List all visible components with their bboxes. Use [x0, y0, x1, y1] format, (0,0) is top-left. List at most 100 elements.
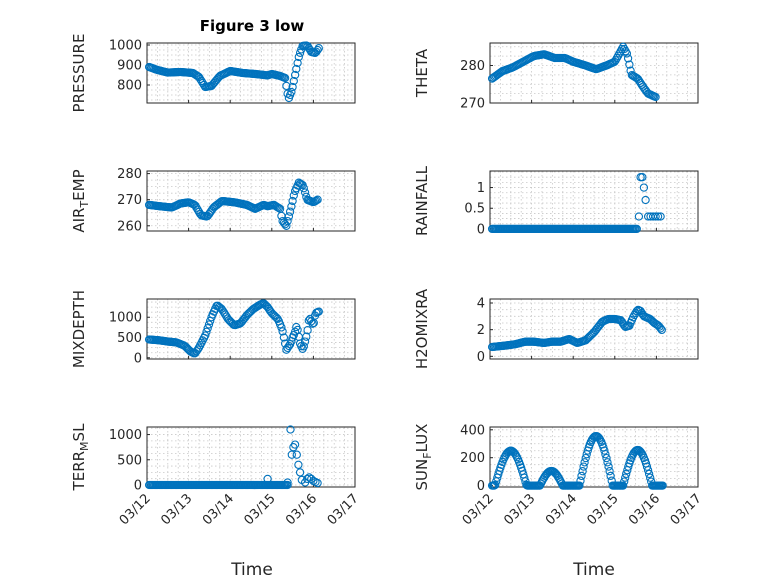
series-markers: [144, 425, 322, 490]
data-point: [313, 195, 322, 204]
y-tick-label: 500: [117, 331, 142, 346]
data-point: [651, 92, 660, 102]
data-point: [293, 58, 302, 68]
data-point: [604, 462, 613, 471]
y-tick-label: 1000: [109, 311, 142, 326]
data-point: [282, 81, 291, 91]
data-point: [634, 212, 644, 221]
series-markers: [487, 431, 667, 490]
data-point: [603, 458, 612, 467]
x-tick-label: 03/12: [117, 491, 154, 528]
data-point: [193, 345, 202, 354]
data-point: [625, 60, 634, 69]
data-point: [576, 476, 585, 485]
data-point: [295, 468, 305, 477]
y-axis-label-7: SUNFLUX: [413, 424, 434, 491]
x-tick-label: 03/15: [242, 491, 279, 528]
data-point: [193, 205, 202, 214]
data-point: [638, 173, 647, 182]
data-point: [651, 212, 660, 221]
data-point: [287, 202, 296, 211]
x-tick-label: 03/13: [158, 491, 195, 528]
data-point: [308, 319, 317, 328]
y-tick-label: 0: [134, 351, 142, 366]
subplot-pressure: 800 900 1000 PRESSURE: [70, 34, 356, 112]
subplot-terr-msl: 0 500 1000 03/12 03/13 03/14 03/15 03/16 03/17 TE…: [70, 423, 362, 528]
y-axis-label-1: THETA: [413, 48, 431, 98]
data-point: [579, 462, 588, 471]
series-markers: [487, 42, 660, 102]
y-tick-label: 1000: [109, 39, 142, 54]
data-point: [290, 70, 300, 80]
y-axis-label-3: RAINFALL: [413, 165, 431, 236]
y-axis-label-4: MIXDEPTH: [70, 290, 88, 368]
data-point: [292, 64, 301, 74]
x-tick-label: 03/16: [283, 491, 320, 528]
data-point: [632, 224, 641, 234]
plot-area: [489, 42, 699, 104]
data-point: [626, 66, 635, 75]
data-point: [577, 471, 586, 481]
x-tick-label: 03/14: [543, 491, 580, 528]
data-point: [288, 196, 297, 206]
data-point: [658, 481, 667, 490]
data-point: [618, 42, 628, 51]
plot-frame: [146, 170, 356, 232]
figure-title: Figure 3 low: [200, 17, 305, 35]
data-point: [490, 481, 499, 490]
data-point: [292, 450, 301, 459]
y-tick-label: 400: [460, 423, 485, 438]
data-point: [641, 195, 650, 205]
data-point: [300, 337, 310, 346]
data-point: [620, 477, 629, 486]
plot-frame: [146, 298, 356, 360]
data-point: [600, 446, 609, 455]
data-point: [642, 462, 652, 471]
data-point: [602, 453, 611, 463]
x-axis-label-right: Time: [572, 560, 615, 580]
data-point: [580, 458, 589, 467]
data-point: [192, 203, 201, 212]
y-tick-label: 1: [477, 181, 485, 196]
data-point: [283, 480, 292, 490]
data-point: [601, 450, 610, 459]
y-tick-label: 800: [117, 79, 142, 94]
subplot-rainfall: 0 0.5 1 RAINFALL: [413, 165, 699, 237]
plot-frame: [146, 42, 356, 104]
data-point: [204, 320, 214, 329]
data-point: [643, 466, 653, 475]
y-axis-label-6: TERRMSL: [70, 423, 91, 492]
plot-frame: [489, 42, 699, 104]
data-point: [313, 45, 322, 55]
subplot-air-temp: 260 270 280 AIRTEMP: [70, 167, 356, 234]
subplot-h2omixra: 0 2 4 H2OMIXRA: [413, 288, 699, 369]
data-point: [263, 474, 272, 484]
data-point: [286, 425, 295, 434]
x-tick-label: 03/17: [668, 491, 705, 528]
y-tick-label: 4: [477, 297, 485, 312]
data-point: [283, 478, 292, 487]
y-tick-label: 260: [117, 219, 142, 234]
series-markers: [144, 299, 323, 358]
data-point: [581, 453, 590, 463]
series-markers: [144, 41, 323, 103]
data-point: [219, 308, 229, 317]
y-tick-label: 0: [477, 350, 485, 365]
data-point: [639, 183, 649, 192]
series-markers: [144, 178, 322, 230]
y-tick-label: 2: [477, 323, 485, 338]
subplot-mixdepth: 0 500 1000 MIXDEPTH: [70, 290, 356, 368]
data-point: [313, 478, 322, 488]
data-point: [284, 341, 294, 351]
y-tick-label: 900: [117, 59, 142, 74]
data-point: [282, 221, 291, 230]
subplot-sun-flux: 0 200 400 03/12 03/13 03/14 03/15 03/16 03/17 SUN…: [413, 423, 705, 528]
data-point: [279, 333, 289, 342]
data-point: [299, 184, 308, 193]
data-point: [300, 188, 310, 197]
data-point: [657, 325, 666, 335]
y-axis-label-2: AIRTEMP: [70, 169, 91, 232]
x-tick-label: 03/14: [200, 491, 237, 528]
data-point: [623, 54, 633, 63]
